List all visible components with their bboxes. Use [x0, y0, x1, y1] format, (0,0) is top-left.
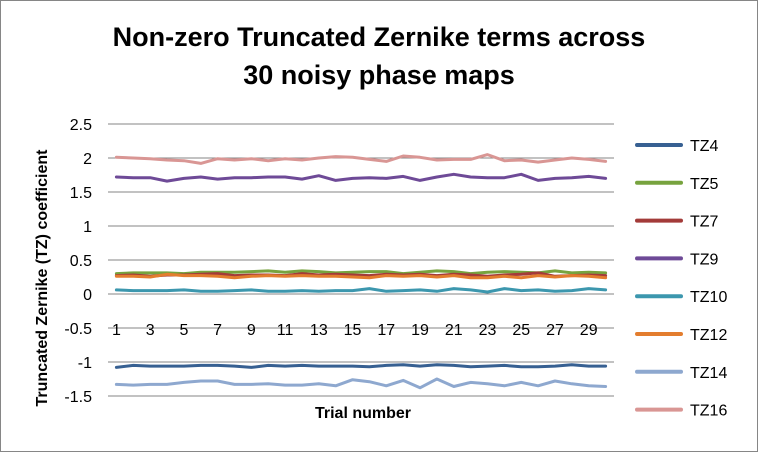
legend-label-tz12: TZ12 [690, 327, 727, 344]
series-lines [114, 153, 608, 390]
series-line-tz14 [114, 377, 608, 390]
series-line-tz5 [114, 269, 608, 276]
y-tick-label: 0 [83, 287, 92, 304]
series-line-tz12 [114, 272, 608, 280]
y-tick-labels: 2.5 2 1.5 1 0.5 0 -0.5 -1 -1.5 [64, 117, 92, 406]
x-tick-labels: 1 3 5 7 9 11 13 15 17 19 21 23 25 27 29 [112, 322, 598, 339]
y-tick-label: -1 [78, 355, 92, 372]
series-line-tz10 [114, 287, 608, 294]
legend-label-tz10: TZ10 [690, 289, 727, 306]
y-tick-label: -0.5 [64, 321, 92, 338]
legend-label-tz9: TZ9 [690, 251, 719, 268]
x-tick-label: 21 [445, 322, 463, 339]
x-tick-label: 7 [213, 322, 222, 339]
x-tick-label: 19 [411, 322, 429, 339]
legend-label-tz4: TZ4 [690, 138, 719, 155]
legend: TZ4 TZ5 TZ7 TZ9 TZ10 TZ12 TZ14 TZ16 [635, 138, 727, 420]
legend-label-tz7: TZ7 [690, 214, 719, 231]
chart-title: Non-zero Truncated Zernike terms across … [0, 18, 758, 94]
series-line-tz4 [114, 363, 608, 369]
x-tick-label: 25 [512, 322, 530, 339]
x-tick-label: 11 [277, 322, 294, 339]
y-tick-label: -1.5 [64, 389, 92, 406]
x-tick-label: 23 [479, 322, 497, 339]
y-tick-label: 1 [83, 219, 92, 236]
y-tick-label: 2.5 [70, 117, 92, 134]
series-line-tz9 [114, 172, 608, 183]
x-axis-title: Trial number [315, 405, 411, 422]
x-tick-label: 3 [146, 322, 155, 339]
legend-label-tz5: TZ5 [690, 176, 719, 193]
x-tick-label: 13 [310, 322, 328, 339]
x-tick-label: 15 [344, 322, 362, 339]
y-tick-label: 2 [83, 151, 92, 168]
x-tick-label: 5 [179, 322, 188, 339]
chart-title-line-2: 30 noisy phase maps [243, 60, 515, 90]
y-tick-label: 1.5 [70, 185, 92, 202]
y-axis-title: Truncated Zernike (TZ) coefficient [34, 149, 51, 407]
x-tick-label: 17 [377, 322, 395, 339]
x-tick-label: 9 [247, 322, 256, 339]
legend-label-tz14: TZ14 [690, 365, 727, 382]
series-line-tz16 [114, 153, 608, 165]
gridlines [108, 123, 614, 397]
chart-title-line-1: Non-zero Truncated Zernike terms across [112, 22, 646, 52]
x-tick-label: 1 [112, 322, 121, 339]
legend-label-tz16: TZ16 [690, 403, 727, 420]
x-tick-label: 27 [546, 322, 564, 339]
y-tick-label: 0.5 [70, 253, 92, 270]
x-tick-label: 29 [580, 322, 598, 339]
